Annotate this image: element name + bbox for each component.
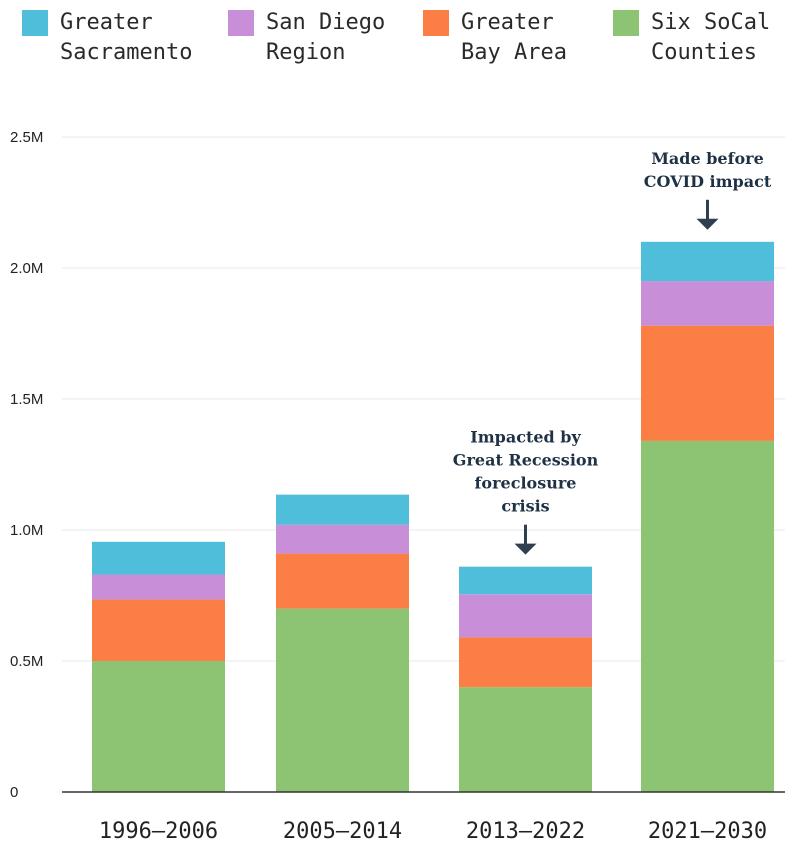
bar-greater-bay-area-4: [641, 325, 774, 441]
legend-item-greater-sacramento: Greater Sacramento: [22, 8, 192, 68]
bar-greater-sacramento-3: [459, 566, 592, 595]
legend-swatch: [228, 10, 254, 36]
bar-greater-sacramento-2: [276, 494, 409, 525]
legend-item-six-socal-counties: Six SoCal Counties: [613, 8, 770, 68]
legend-label: Greater Bay Area: [461, 10, 567, 65]
x-tick-label: 2005–2014: [283, 819, 402, 844]
y-tick-label: 2.5M: [10, 129, 43, 146]
legend-item-greater-bay-area: Greater Bay Area: [423, 8, 567, 68]
annotation-line: foreclosure: [475, 474, 577, 493]
x-tick-label: 2013–2022: [466, 819, 585, 844]
bar-san-diego-region-1: [92, 574, 225, 600]
y-tick-label: 0.5M: [10, 653, 43, 670]
bar-greater-bay-area-2: [276, 553, 409, 609]
annotation-line: Made before: [651, 149, 764, 168]
bar-greater-bay-area-3: [459, 637, 592, 688]
x-tick-label: 1996–2006: [99, 819, 218, 844]
legend-item-san-diego-region: San Diego Region: [228, 8, 385, 68]
bar-greater-sacramento-4: [641, 241, 774, 282]
annotation-line: crisis: [501, 497, 549, 516]
y-tick-label: 1.5M: [10, 391, 43, 408]
bar-six-socal-counties-4: [641, 440, 774, 792]
bar-greater-bay-area-1: [92, 599, 225, 661]
bar-six-socal-counties-1: [92, 661, 225, 792]
legend-swatch: [22, 10, 48, 36]
bar-six-socal-counties-3: [459, 687, 592, 792]
annotation-line: Impacted by: [470, 428, 581, 447]
x-tick-label: 2021–2030: [648, 819, 767, 844]
y-tick-label: 0: [10, 784, 18, 801]
legend-label: Six SoCal Counties: [651, 10, 771, 65]
legend-label: Greater Sacramento: [60, 10, 193, 65]
y-tick-label: 1.0M: [10, 522, 43, 539]
chart-legend: Greater Sacramento San Diego Region Greate…: [0, 0, 793, 80]
legend-swatch: [613, 10, 639, 36]
bar-san-diego-region-3: [459, 594, 592, 638]
legend-label: San Diego Region: [266, 10, 386, 65]
down-arrow-icon: [514, 543, 537, 555]
annotation-line: Great Recession: [453, 451, 599, 470]
bar-san-diego-region-4: [641, 281, 774, 326]
annotation-line: COVID impact: [644, 172, 772, 191]
legend-swatch: [423, 10, 449, 36]
down-arrow-icon: [696, 218, 719, 230]
bar-six-socal-counties-2: [276, 608, 409, 792]
bar-greater-sacramento-1: [92, 541, 225, 575]
y-tick-label: 2.0M: [10, 260, 43, 277]
bar-san-diego-region-2: [276, 524, 409, 554]
